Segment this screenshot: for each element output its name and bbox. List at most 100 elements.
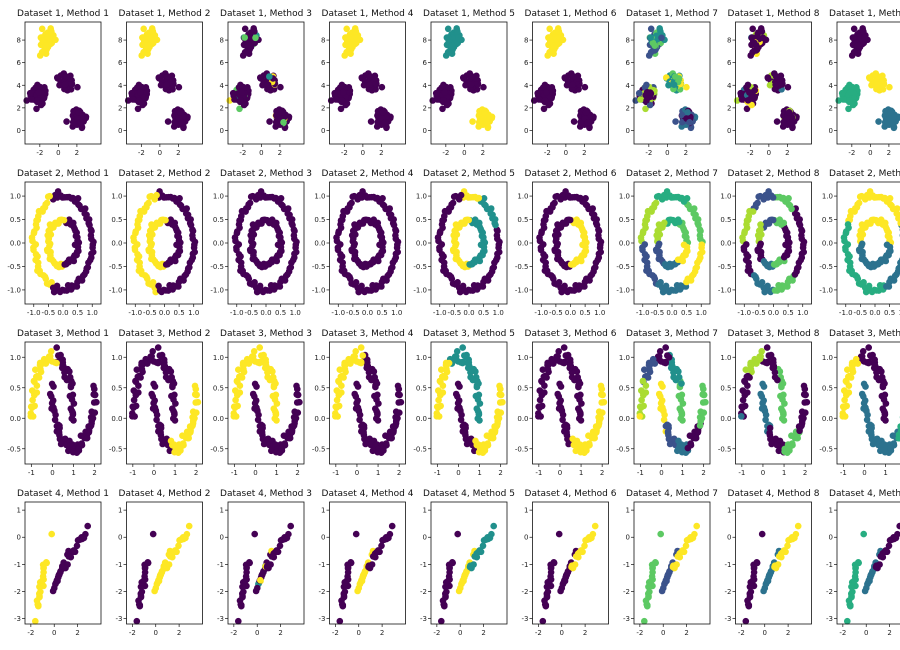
data-point — [338, 382, 345, 390]
data-point — [556, 380, 563, 388]
data-point — [539, 366, 547, 374]
data-point — [546, 25, 553, 33]
data-point — [546, 48, 553, 56]
x-tick-label: 0.0 — [362, 309, 373, 317]
y-tick-label: -0.5 — [616, 445, 630, 453]
data-point — [360, 429, 367, 437]
data-point — [349, 193, 357, 200]
y-tick-label: 0.0 — [619, 415, 630, 423]
data-point — [240, 101, 248, 109]
data-point — [353, 380, 360, 388]
y-tick-label: 0 — [626, 127, 630, 135]
y-tick-label: 0.0 — [619, 240, 630, 248]
data-point — [435, 396, 442, 404]
data-point — [440, 97, 447, 104]
data-point — [873, 81, 881, 88]
data-point — [381, 119, 389, 126]
data-point — [534, 89, 541, 97]
x-tick-label: -2 — [138, 149, 145, 157]
y-tick-label: 0 — [727, 127, 731, 135]
x-tick-label: 0.0 — [869, 309, 880, 317]
data-point — [535, 96, 543, 103]
panel-title: Dataset 3, Method 4 — [322, 329, 414, 339]
x-tick-label: 1 — [477, 469, 481, 477]
y-tick-label: 1.0 — [314, 354, 325, 362]
data-point — [454, 393, 461, 400]
panel-title: Dataset 3, Method 7 — [626, 329, 718, 339]
y-tick-label: 0.5 — [213, 216, 224, 224]
data-point — [439, 105, 446, 113]
data-point — [29, 396, 36, 404]
data-point — [675, 392, 683, 400]
x-tick-label: 0 — [355, 469, 359, 477]
x-tick-label: 2 — [785, 149, 789, 157]
axes-frame — [126, 21, 203, 145]
data-point — [443, 101, 451, 109]
y-tick-label: 0.5 — [111, 216, 122, 224]
data-point — [135, 382, 142, 390]
data-point — [237, 81, 244, 89]
x-tick-label: 0 — [361, 149, 365, 157]
panel-2-7: Dataset 2, Method 7-1.0 -0.5 0.0 0.5 1.0-1.0… — [616, 169, 718, 317]
panel-title: Dataset 1, Method 9 — [829, 9, 900, 19]
data-point — [755, 193, 762, 200]
x-tick-label: 0.0 — [565, 309, 576, 317]
data-point — [742, 366, 750, 374]
y-tick-label: -1.0 — [819, 286, 833, 294]
data-point — [69, 118, 77, 126]
data-point — [130, 404, 137, 412]
data-point — [353, 34, 361, 42]
x-tick-label: 2 — [397, 469, 401, 477]
x-tick-label: 0.5 — [580, 309, 591, 317]
data-point — [889, 119, 896, 126]
data-point — [744, 389, 751, 396]
data-point — [140, 25, 147, 33]
y-tick-label: 6 — [524, 59, 529, 67]
data-point — [397, 398, 405, 406]
y-tick-label: -1.0 — [312, 286, 326, 294]
x-tick-label: -1 — [231, 469, 238, 477]
panel-2-9: Dataset 2, Method 9-1.0-0.50.00.51.0-1.0… — [819, 169, 900, 317]
x-tick-label: -2 — [544, 149, 551, 157]
data-point — [672, 118, 679, 125]
x-tick-label: 0.5 — [377, 309, 388, 317]
data-point — [433, 413, 441, 420]
panel-title: Dataset 2, Method 6 — [525, 169, 617, 179]
data-point — [494, 416, 502, 424]
data-point — [642, 105, 649, 113]
y-tick-label: 1.0 — [619, 354, 630, 362]
data-point — [71, 241, 79, 249]
data-point — [368, 376, 375, 384]
x-tick-label: 1.0 — [797, 309, 808, 317]
data-point — [192, 391, 200, 399]
panel-title: Dataset 3, Method 9 — [829, 329, 900, 339]
data-point — [637, 404, 645, 412]
y-tick-label: 1.0 — [416, 193, 427, 201]
y-tick-label: 0.0 — [314, 240, 325, 248]
x-tick-label: -2 — [442, 149, 449, 157]
y-tick-label: 0.5 — [517, 384, 528, 392]
data-point — [251, 28, 258, 35]
x-tick-label: -1 — [637, 469, 644, 477]
data-point — [766, 429, 773, 437]
x-tick-label: -1 — [28, 469, 35, 477]
x-tick-label: 2 — [481, 149, 485, 157]
data-point — [259, 81, 266, 89]
data-point — [237, 97, 244, 104]
data-point — [439, 389, 447, 396]
x-tick-label: 1.0 — [594, 309, 605, 317]
x-tick-label: 0 — [665, 149, 669, 157]
y-tick-label: 4 — [321, 82, 326, 90]
data-point — [63, 118, 70, 125]
y-tick-label: 2 — [423, 104, 427, 112]
x-tick-label: 2 — [278, 149, 282, 157]
data-point — [651, 42, 659, 49]
x-tick-label: 0 — [152, 469, 156, 477]
y-tick-label: 0.5 — [111, 384, 122, 392]
y-tick-label: 0.0 — [416, 415, 427, 423]
data-point — [455, 34, 462, 42]
y-tick-label: 0.5 — [314, 216, 325, 224]
panel-3-4: Dataset 3, Method 4-1 0 1 2-0.50.00.51.0 — [312, 329, 414, 477]
